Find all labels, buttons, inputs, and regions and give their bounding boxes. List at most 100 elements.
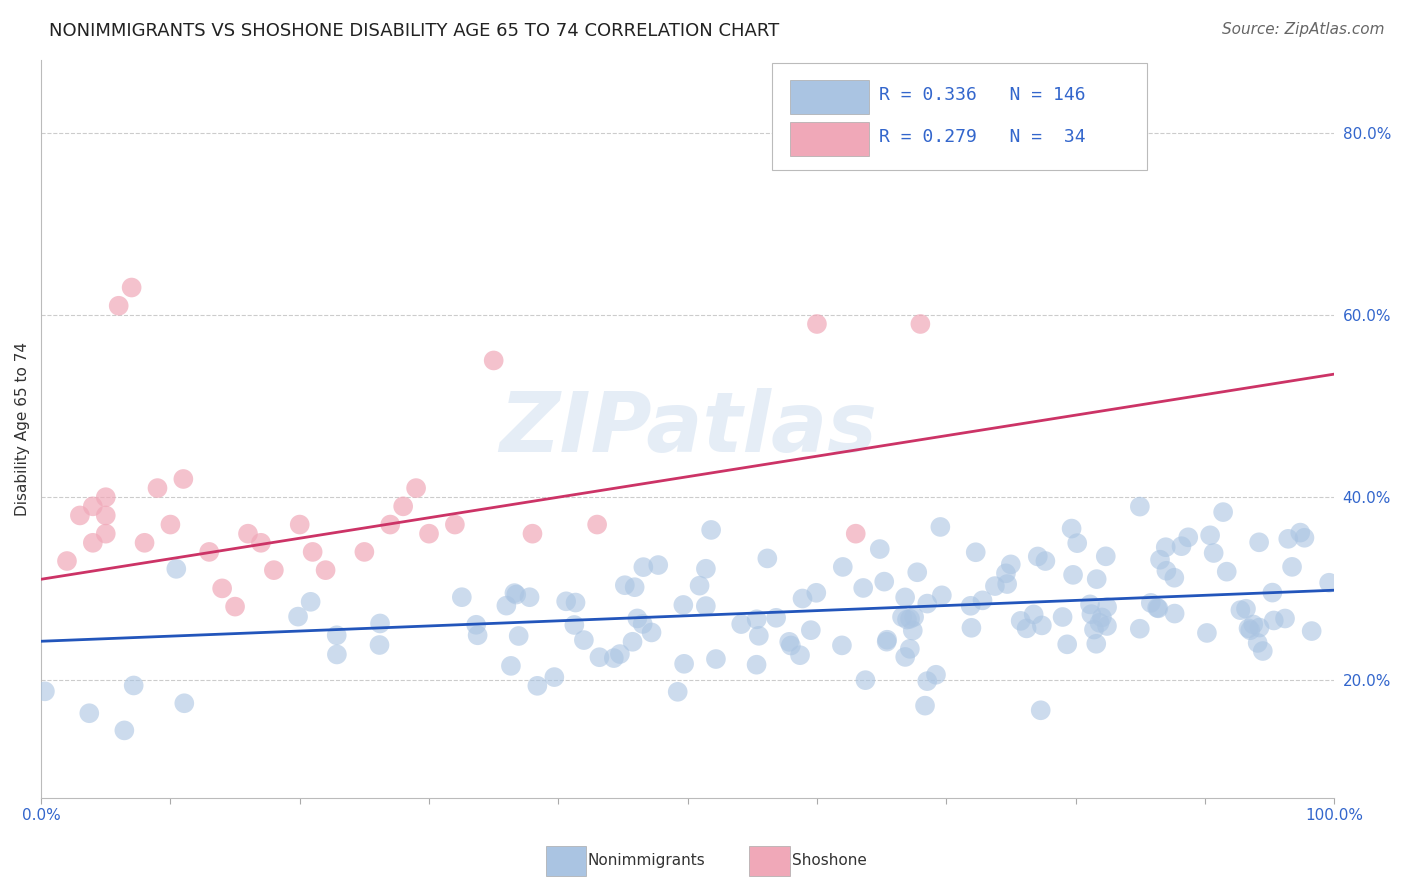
Point [495,599,517,613]
Point [831,639,853,653]
Point [901,624,924,638]
Point [172,472,194,486]
Point [603,651,626,665]
Point [1177,530,1199,544]
Point [467,628,489,642]
Point [925,667,948,681]
Point [915,674,938,689]
Point [112,723,135,738]
FancyBboxPatch shape [772,63,1147,170]
Point [745,657,768,672]
Text: R = 0.336   N = 146: R = 0.336 N = 146 [879,86,1085,104]
Point [198,545,221,559]
Point [626,611,648,625]
Point [173,696,195,710]
Point [1095,600,1118,615]
Point [633,560,655,574]
Point [482,353,505,368]
Point [1294,531,1316,545]
Point [1091,610,1114,624]
Point [134,536,156,550]
Point [959,599,981,613]
Point [82,536,104,550]
Point [1095,619,1118,633]
Point [1170,539,1192,553]
Point [960,621,983,635]
Point [465,617,488,632]
Point [586,517,609,532]
Point [353,545,375,559]
Point [1052,610,1074,624]
Point [121,280,143,294]
Point [1149,552,1171,566]
Point [910,317,932,331]
Point [122,678,145,692]
Point [1251,644,1274,658]
FancyBboxPatch shape [790,79,869,113]
FancyBboxPatch shape [790,121,869,155]
Point [165,562,187,576]
Point [891,610,914,624]
Text: ZIPatlas: ZIPatlas [499,388,876,469]
Point [756,551,779,566]
Point [1083,623,1105,637]
Point [444,517,467,532]
Text: Source: ZipAtlas.com: Source: ZipAtlas.com [1222,22,1385,37]
Point [929,520,952,534]
Point [1261,585,1284,599]
Point [1031,618,1053,632]
Text: R = 0.279   N =  34: R = 0.279 N = 34 [879,128,1085,146]
Point [1281,559,1303,574]
Point [700,523,723,537]
Point [876,634,898,648]
Point [672,598,695,612]
Point [800,623,823,637]
Point [1277,532,1299,546]
Point [301,545,323,559]
Point [1263,614,1285,628]
Point [1146,600,1168,615]
Point [1015,621,1038,635]
Point [1215,565,1237,579]
Point [1246,636,1268,650]
Point [1289,525,1312,540]
Point [1234,601,1257,615]
Point [368,616,391,631]
Point [1000,558,1022,572]
Point [107,299,129,313]
Point [903,610,925,624]
Point [876,632,898,647]
Point [1094,549,1116,564]
Point [94,526,117,541]
Point [831,560,853,574]
Point [94,508,117,523]
Point [1199,528,1222,542]
Point [1035,554,1057,568]
Point [806,317,828,331]
Point [564,595,586,609]
Point [325,628,347,642]
Point [418,526,440,541]
Point [326,648,349,662]
Point [898,612,921,626]
Point [965,545,987,559]
Point [56,554,79,568]
Point [392,500,415,514]
Point [673,657,696,671]
Point [211,582,233,596]
Point [1301,624,1323,638]
Point [299,595,322,609]
Point [499,658,522,673]
Point [146,481,169,495]
Point [1229,603,1251,617]
Point [526,679,548,693]
Point [1249,535,1271,549]
Point [82,500,104,514]
Point [1154,540,1177,554]
Point [845,526,868,541]
Point [1085,637,1108,651]
Point [792,591,814,606]
Point [779,639,801,653]
Point [1056,637,1078,651]
Text: Shoshone: Shoshone [792,854,866,868]
